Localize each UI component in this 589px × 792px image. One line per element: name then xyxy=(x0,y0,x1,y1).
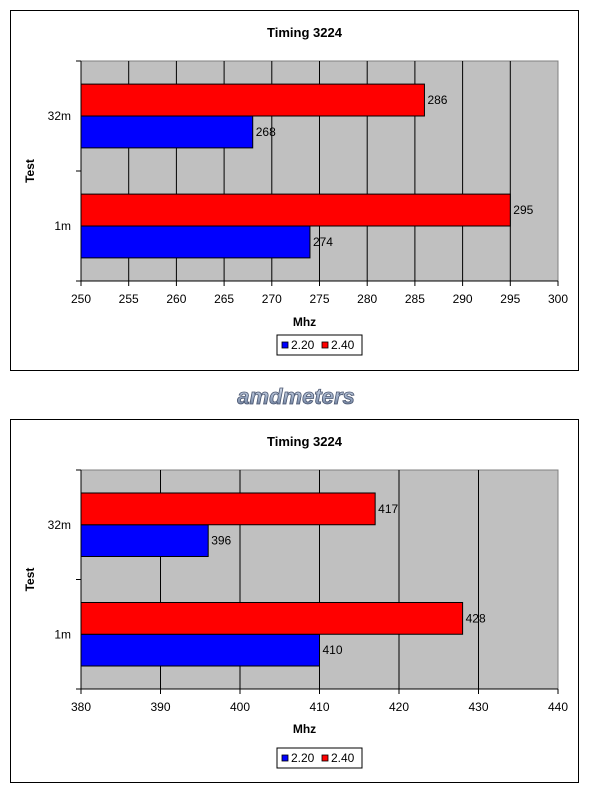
bar-2-40 xyxy=(80,193,511,227)
legend-label: 2.40 xyxy=(331,338,355,352)
x-axis-title: Mhz xyxy=(293,315,316,329)
legend-label: 2.20 xyxy=(291,751,315,765)
data-label: 428 xyxy=(466,611,486,625)
category-label: 32m xyxy=(48,109,71,123)
legend-swatch xyxy=(281,754,289,762)
category-label: 1m xyxy=(54,627,71,641)
bar-2-40 xyxy=(80,83,425,117)
x-tick-label: 285 xyxy=(405,292,425,306)
chart-title: Timing 3224 xyxy=(267,434,343,449)
data-label: 396 xyxy=(211,534,231,548)
legend-label: 2.40 xyxy=(331,751,355,765)
data-label: 274 xyxy=(313,235,333,249)
logo-text: amdmeters xyxy=(237,384,354,409)
chart-panel-2: Timing 3224 32m 396 417 1m 410 428 380 390 400 410… xyxy=(10,419,579,783)
x-tick-label: 290 xyxy=(453,292,473,306)
x-tick-label: 420 xyxy=(389,700,409,714)
bar-2-20 xyxy=(80,524,209,558)
bar-2-20 xyxy=(80,115,254,149)
bar-2-40 xyxy=(80,601,464,635)
x-tick-label: 295 xyxy=(500,292,520,306)
legend: 2.20 2.40 xyxy=(276,747,363,769)
x-axis-title: Mhz xyxy=(293,722,316,736)
x-tick-label: 270 xyxy=(262,292,282,306)
x-tick-label: 280 xyxy=(357,292,377,306)
x-tick-label: 300 xyxy=(548,292,568,306)
bar-2-20 xyxy=(80,633,320,667)
chart-1: Timing 3224 32m 268 286 1m 274 295 250 255 260 265… xyxy=(23,25,568,356)
x-tick-label: 380 xyxy=(71,700,91,714)
x-tick-label: 400 xyxy=(230,700,250,714)
data-label: 295 xyxy=(513,203,533,217)
x-tick-label: 440 xyxy=(548,700,568,714)
logo: amdmeters xyxy=(237,384,355,410)
bar-2-20 xyxy=(80,225,311,259)
legend: 2.20 2.40 xyxy=(276,334,363,356)
legend-swatch xyxy=(281,341,289,349)
x-tick-label: 390 xyxy=(150,700,170,714)
x-tick-label: 260 xyxy=(166,292,186,306)
data-label: 268 xyxy=(256,125,276,139)
legend-box xyxy=(276,747,363,769)
x-tick-label: 255 xyxy=(119,292,139,306)
legend-swatch xyxy=(321,754,329,762)
x-tick-label: 250 xyxy=(71,292,91,306)
category-label: 1m xyxy=(54,219,71,233)
chart-panel-1: Timing 3224 32m 268 286 1m 274 295 250 255 260 265… xyxy=(10,10,579,371)
y-axis-title: Test xyxy=(23,159,37,183)
bar-2-40 xyxy=(80,492,376,526)
x-tick-label: 265 xyxy=(214,292,234,306)
legend-label: 2.20 xyxy=(291,338,315,352)
y-axis-title: Test xyxy=(23,568,37,592)
legend-box xyxy=(276,334,363,356)
chart-title: Timing 3224 xyxy=(267,25,343,40)
chart-2: Timing 3224 32m 396 417 1m 410 428 380 390 400 410… xyxy=(23,434,568,769)
x-tick-label: 275 xyxy=(309,292,329,306)
category-label: 32m xyxy=(48,518,71,532)
data-label: 417 xyxy=(378,502,398,516)
data-label: 286 xyxy=(427,93,447,107)
x-tick-label: 410 xyxy=(309,700,329,714)
legend-swatch xyxy=(321,341,329,349)
data-label: 410 xyxy=(323,643,343,657)
x-tick-label: 430 xyxy=(468,700,488,714)
